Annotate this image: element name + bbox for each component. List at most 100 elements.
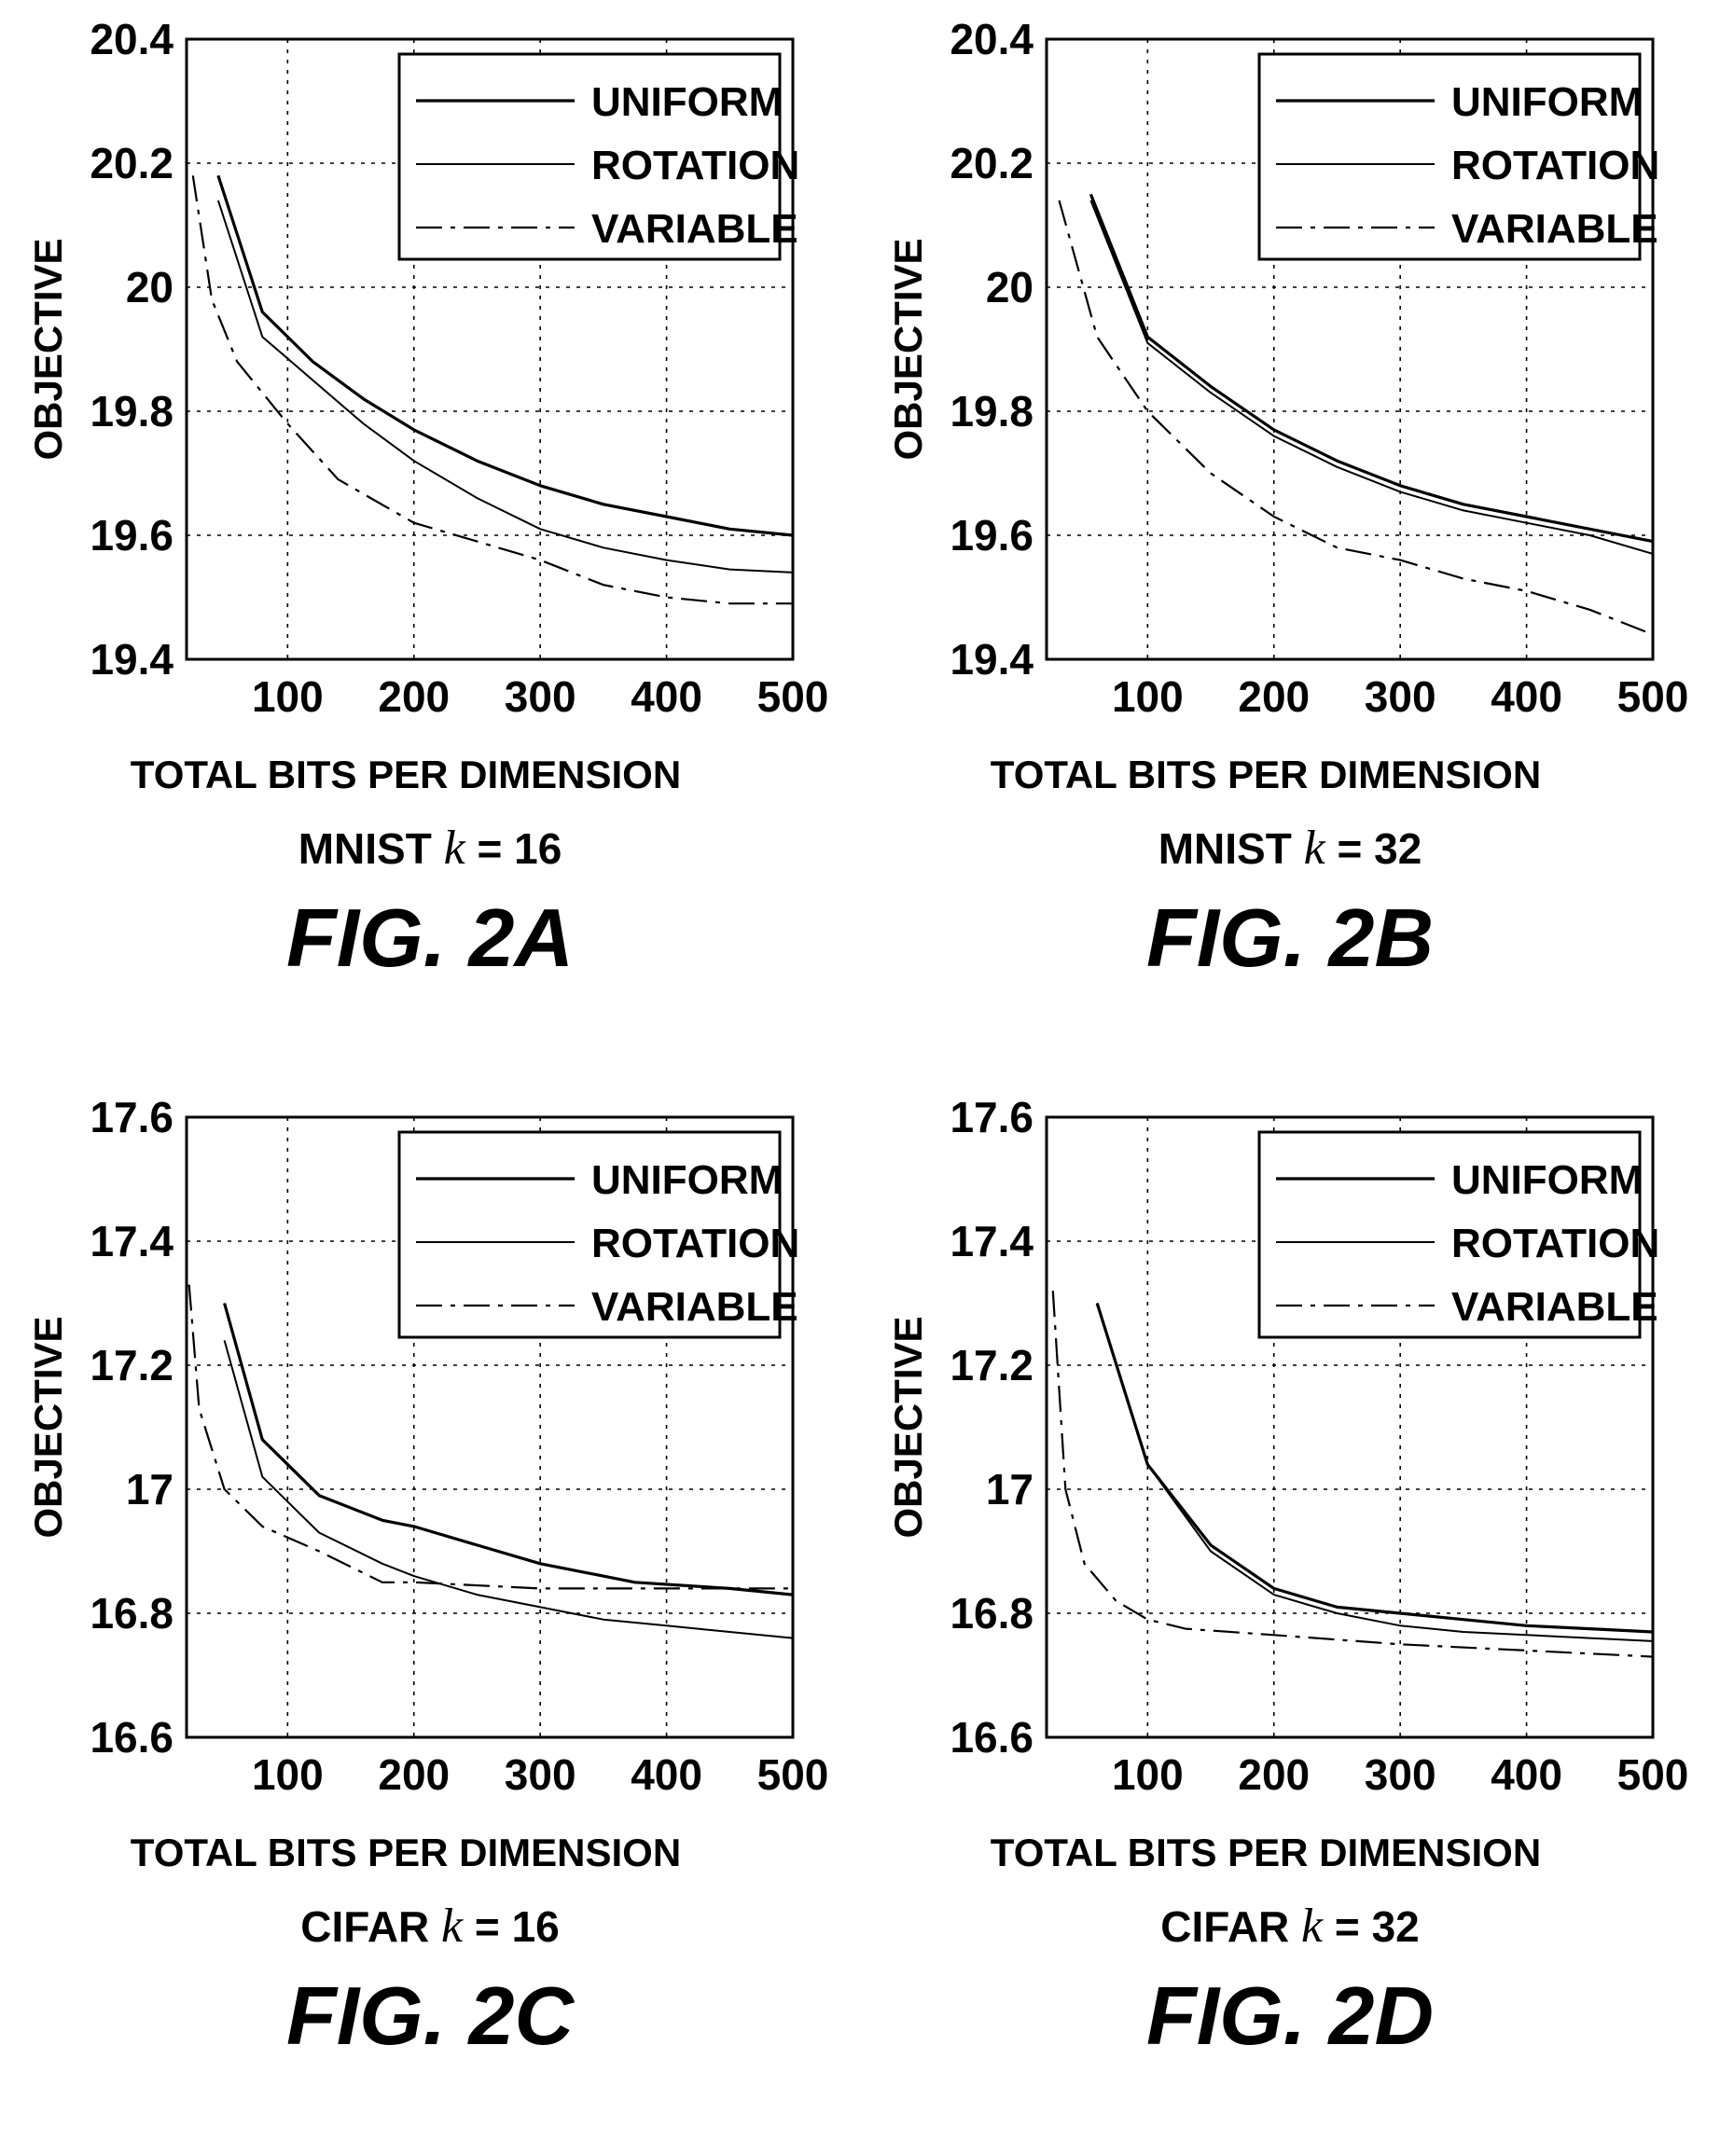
x-axis-title: TOTAL BITS PER DIMENSION [131,1831,681,1874]
series-line-variable [187,1284,793,1590]
figure-label: FIG. 2A [285,891,575,984]
y-tick-label: 16.8 [90,1589,173,1638]
x-tick-label: 100 [1112,672,1184,721]
x-axis-title: TOTAL BITS PER DIMENSION [131,753,681,796]
y-tick-label: 20.4 [90,15,173,63]
y-tick-label: 17.4 [950,1217,1033,1265]
k-value: = 32 [1334,1902,1420,1951]
figure-label: FIG. 2D [1145,1969,1435,2062]
plot-area-frame [1045,1115,1655,1739]
y-tick-label: 20.2 [950,139,1033,187]
objective-chart-cifar-k16: 100 200 300 400 500 16.6 16.8 17 17.2 17.4 17.6 TOT… [26,1093,829,1874]
plot-area-frame [185,37,795,661]
x-tick-label: 400 [1491,672,1562,721]
y-tick-label: 19.6 [950,511,1033,560]
legend-box [397,52,782,261]
legend-box [1257,52,1642,261]
y-tick-label: 20.4 [950,15,1033,63]
y-tick-label: 17.4 [90,1217,173,1265]
legend-label-variable: VARIABLE [591,206,798,252]
chart-subtitle: MNIST k = 32 [860,821,1720,876]
objective-chart-mnist-k32: 100 200 300 400 500 19.4 19.6 19.8 20 20.2 20.4 TOT… [886,15,1689,796]
series-line-uniform [1095,1303,1654,1634]
figure-label: FIG. 2C [285,1969,575,2062]
legend-label-uniform: UNIFORM [591,1157,783,1203]
dataset-name: CIFAR [300,1902,430,1951]
legend-label-variable: VARIABLE [1451,206,1658,252]
series-line-variable [1058,200,1654,636]
figure-2d-panel: 100 200 300 400 500 16.6 16.8 17 17.2 17.4 17.6 TOT… [860,1078,1720,2156]
y-tick-label: 19.6 [90,511,173,560]
y-tick-label: 17.6 [950,1093,1033,1141]
series-line-uniform [216,174,794,537]
y-tick-label: 17 [986,1465,1033,1513]
x-tick-label: 100 [252,672,324,721]
k-value: = 16 [477,824,562,873]
objective-chart-cifar-k32: 100 200 300 400 500 16.6 16.8 17 17.2 17.4 17.6 TOT… [886,1093,1689,1874]
k-symbol: k [1301,1900,1324,1953]
y-tick-label: 17.2 [950,1341,1033,1389]
plot-area-frame [185,1115,795,1739]
series-line-variable [1051,1291,1654,1658]
k-symbol: k [1303,822,1325,875]
y-axis-title: OBJECTIVE [26,1316,70,1538]
x-axis-title: TOTAL BITS PER DIMENSION [991,753,1541,796]
x-tick-label: 500 [1617,1750,1689,1799]
x-tick-label: 400 [1491,1750,1562,1799]
legend-label-variable: VARIABLE [591,1284,798,1330]
y-tick-label: 17.6 [90,1093,173,1141]
legend: UNIFORM ROTATION VARIABLE [397,52,799,261]
x-tick-label: 500 [757,672,829,721]
legend-box [1257,1130,1642,1339]
x-tick-label: 200 [1238,1750,1310,1799]
legend: UNIFORM ROTATION VARIABLE [1257,52,1659,261]
x-tick-label: 300 [1365,672,1436,721]
legend-label-uniform: UNIFORM [591,79,783,125]
objective-chart-mnist-k16: 100 200 300 400 500 19.4 19.6 19.8 20 20.2 20.4 TOT… [26,15,829,796]
legend-label-uniform: UNIFORM [1451,79,1643,125]
y-tick-label: 19.4 [90,635,173,684]
y-axis-title: OBJECTIVE [26,238,70,460]
y-tick-label: 19.4 [950,635,1033,684]
y-tick-label: 17.2 [90,1341,173,1389]
x-tick-label: 500 [1617,672,1689,721]
x-axis-title: TOTAL BITS PER DIMENSION [991,1831,1541,1874]
x-tick-label: 400 [631,1750,702,1799]
series-line-rotation [1096,1303,1654,1642]
y-axis-title: OBJECTIVE [886,1316,930,1538]
x-tick-label: 300 [505,1750,576,1799]
series-line-rotation [1089,200,1654,555]
dataset-name: MNIST [298,824,432,873]
series-line-uniform [223,1303,794,1596]
k-value: = 16 [474,1902,560,1951]
x-tick-label: 500 [757,1750,829,1799]
y-tick-label: 16.6 [90,1713,173,1762]
y-tick-label: 20 [126,263,173,311]
chart-subtitle: CIFAR k = 32 [860,1899,1720,1954]
legend: UNIFORM ROTATION VARIABLE [1257,1130,1659,1339]
y-tick-label: 16.8 [950,1589,1033,1638]
x-tick-label: 200 [378,1750,450,1799]
y-axis-title: OBJECTIVE [886,238,930,460]
legend-box [397,1130,782,1339]
figure-2b-panel: 100 200 300 400 500 19.4 19.6 19.8 20 20.2 20.4 TOT… [860,0,1720,1078]
figure-label: FIG. 2B [1145,891,1435,984]
series-line-rotation [216,200,794,574]
x-tick-label: 200 [378,672,450,721]
legend-label-rotation: ROTATION [591,1221,799,1266]
legend-label-variable: VARIABLE [1451,1284,1658,1330]
x-tick-label: 300 [1365,1750,1436,1799]
x-tick-label: 100 [1112,1750,1184,1799]
dataset-name: MNIST [1158,824,1292,873]
x-tick-label: 400 [631,672,702,721]
series-line-uniform [1089,193,1654,544]
figure-2c-panel: 100 200 300 400 500 16.6 16.8 17 17.2 17.4 17.6 TOT… [0,1078,860,2156]
x-tick-label: 200 [1238,672,1310,721]
chart-subtitle: CIFAR k = 16 [0,1899,860,1954]
legend-label-rotation: ROTATION [591,143,799,188]
y-tick-label: 20 [986,263,1033,311]
series-line-rotation [223,1340,794,1639]
dataset-name: CIFAR [1160,1902,1290,1951]
series-line-variable [191,175,793,605]
y-tick-label: 19.8 [950,387,1033,435]
